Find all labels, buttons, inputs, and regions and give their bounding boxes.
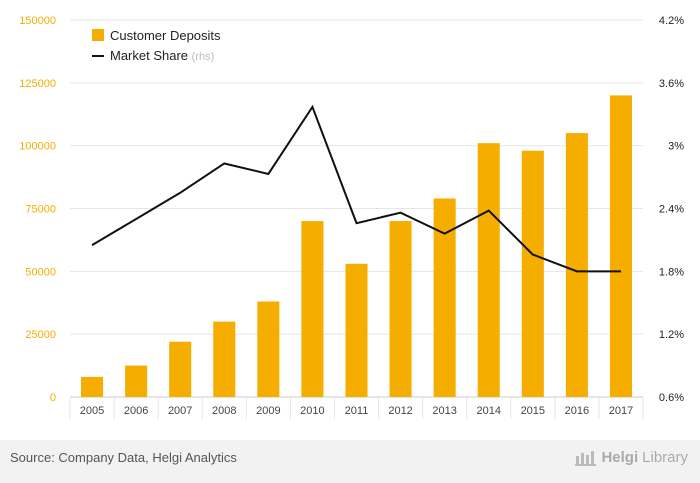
logo-text-bold: Helgi — [601, 448, 639, 466]
helgi-library-logo: Helgi Library — [575, 448, 688, 466]
x-tick-label: 2007 — [168, 405, 192, 417]
left-tick-label: 75000 — [25, 204, 56, 216]
x-tick-label: 2008 — [212, 405, 236, 417]
x-tick-label: 2006 — [124, 405, 148, 417]
legend-label-rhs: (rhs) — [192, 51, 215, 63]
bar — [301, 221, 324, 397]
market-share-line — [91, 104, 621, 273]
combo-chart: 0 25000 50000 75000 100000 125000 150000 0.6% 1… — [19, 15, 684, 419]
right-tick-label: 1.2% — [659, 329, 684, 341]
bar — [213, 321, 236, 397]
x-axis: 2005 2006 2007 2008 2009 2010 2011 2012 2013 2014… — [80, 405, 633, 417]
logo-text-light: Library — [642, 448, 688, 466]
bar — [125, 365, 148, 397]
bar — [389, 221, 412, 397]
bar — [477, 143, 500, 397]
x-tick-label: 2012 — [388, 405, 412, 417]
bar — [433, 198, 456, 397]
left-axis: 0 25000 50000 75000 100000 125000 150000 — [19, 15, 56, 404]
right-tick-label: 3.6% — [659, 78, 684, 90]
x-tick-label: 2010 — [300, 405, 324, 417]
x-tick-label: 2009 — [256, 405, 280, 417]
bar — [565, 133, 588, 397]
bar — [257, 301, 280, 397]
left-tick-label: 0 — [50, 392, 56, 404]
bar — [521, 150, 544, 397]
line-series — [91, 104, 621, 273]
x-tick-label: 2013 — [432, 405, 456, 417]
x-tick-label: 2014 — [476, 405, 500, 417]
right-tick-label: 2.4% — [659, 204, 684, 216]
right-axis: 0.6% 1.2% 1.8% 2.4% 3% 3.6% 4.2% — [659, 15, 684, 404]
x-tick-label: 2005 — [80, 405, 104, 417]
x-tick-label: 2017 — [609, 405, 633, 417]
legend: Customer Deposits Market Share (rhs) — [92, 28, 221, 63]
bar-series — [81, 95, 632, 398]
footer: Source: Company Data, Helgi Analytics He… — [0, 440, 700, 483]
legend-label-deposits: Customer Deposits — [110, 28, 221, 43]
left-tick-label: 25000 — [25, 329, 56, 341]
legend-swatch-deposits — [92, 29, 104, 41]
right-tick-label: 4.2% — [659, 15, 684, 27]
bar — [609, 95, 632, 398]
left-tick-label: 125000 — [19, 78, 56, 90]
right-tick-label: 0.6% — [659, 392, 684, 404]
x-tick-label: 2011 — [345, 405, 369, 417]
x-tick-label: 2015 — [521, 405, 545, 417]
library-logo-icon — [575, 451, 597, 466]
x-tick-label: 2016 — [565, 405, 589, 417]
source-note: Source: Company Data, Helgi Analytics — [10, 450, 237, 465]
left-tick-label: 50000 — [25, 266, 56, 278]
right-tick-label: 3% — [668, 141, 684, 153]
legend-label-market-share-name: Market Share — [110, 48, 188, 63]
gridlines — [69, 19, 644, 419]
bar — [81, 376, 104, 397]
legend-label-market-share: Market Share (rhs) — [110, 48, 214, 63]
bar — [169, 341, 192, 397]
left-tick-label: 150000 — [19, 15, 56, 27]
left-tick-label: 100000 — [19, 141, 56, 153]
bar — [345, 263, 368, 397]
right-tick-label: 1.8% — [659, 266, 684, 278]
